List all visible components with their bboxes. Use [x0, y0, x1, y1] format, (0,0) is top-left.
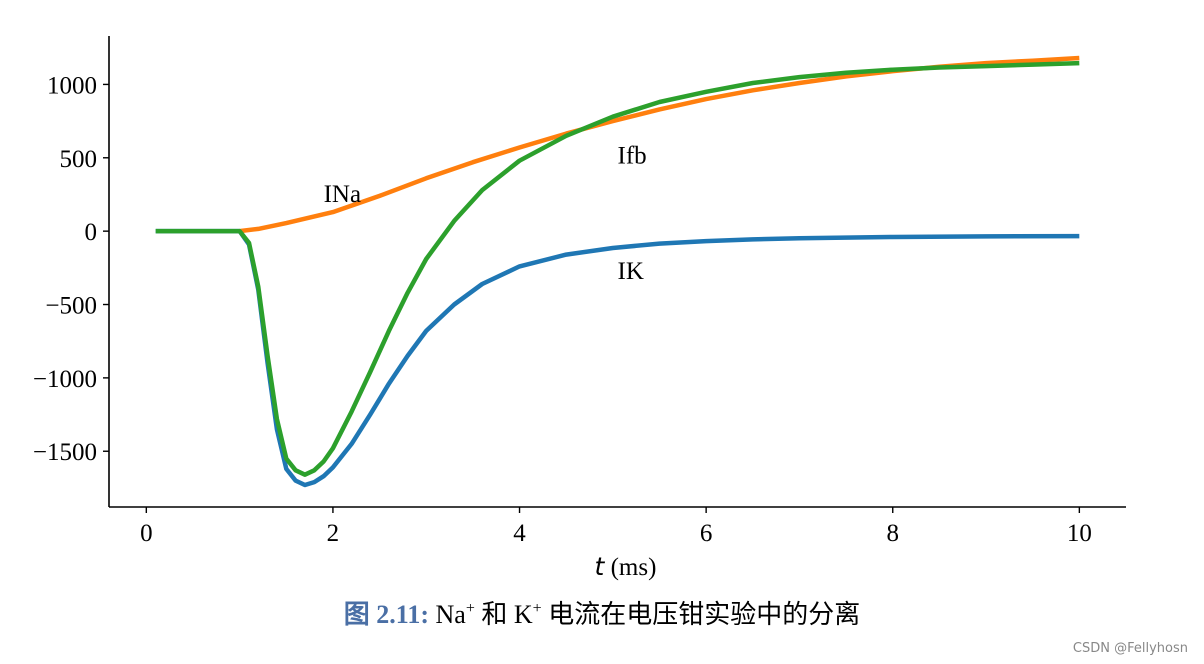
x-tick-label: 4 — [513, 520, 526, 547]
x-axis-label-unit: (ms) — [611, 554, 657, 581]
x-tick-label: 6 — [700, 520, 713, 547]
series-label-ifb: Ifb — [618, 143, 647, 170]
caption-mid: 和 K — [474, 600, 533, 629]
series-line-ifb — [155, 60, 1080, 477]
figure-caption: 图 2.11: Na+ 和 K+ 电流在电压钳实验中的分离 — [0, 594, 1204, 631]
watermark: CSDN @Fellyhosn — [1072, 641, 1188, 656]
caption-na: Na — [435, 600, 466, 629]
series-line-ina — [239, 55, 1080, 234]
x-ticks: 0 2 4 6 8 10 — [140, 507, 1092, 547]
y-tick-label: −500 — [45, 293, 97, 320]
series-labels: INa Ifb IK — [324, 143, 647, 285]
chart-lines — [155, 55, 1080, 488]
caption-k-sup: + — [532, 600, 542, 617]
x-axis-label: t (ms) — [595, 552, 657, 581]
y-tick-label: −1500 — [33, 439, 97, 466]
y-ticks: −1500 −1000 −500 0 500 1000 — [33, 72, 109, 466]
x-axis-label-symbol: t — [595, 552, 606, 581]
x-tick-label: 0 — [140, 520, 153, 547]
chart-axes — [108, 36, 1126, 508]
x-tick-label: 8 — [886, 520, 899, 547]
y-tick-label: −1000 — [33, 366, 97, 393]
figure-number: 图 2.11: — [343, 600, 430, 629]
series-label-ik: IK — [618, 258, 644, 285]
y-tick-label: 500 — [60, 146, 98, 173]
x-tick-label: 10 — [1067, 520, 1092, 547]
caption-rest: 电流在电压钳实验中的分离 — [541, 600, 861, 629]
series-label-ina: INa — [324, 181, 361, 208]
y-tick-label: 1000 — [47, 72, 97, 99]
x-tick-label: 2 — [327, 520, 340, 547]
caption-na-sup: + — [465, 600, 475, 617]
y-tick-label: 0 — [85, 219, 98, 246]
